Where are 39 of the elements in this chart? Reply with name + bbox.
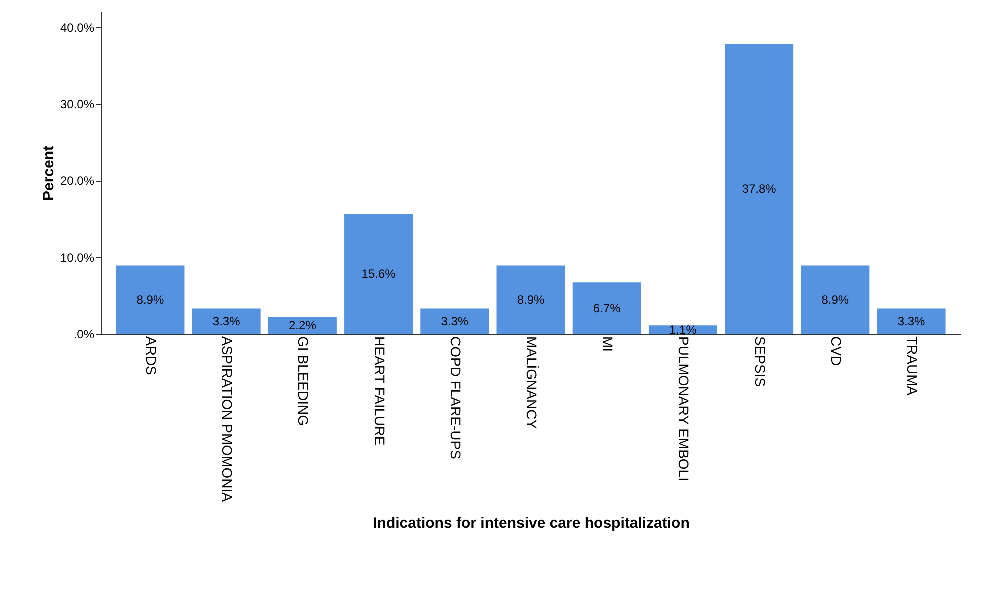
bar — [116, 266, 185, 334]
data-label: 2.2% — [289, 318, 317, 333]
x-tick-label: GI BLEEDING — [296, 336, 312, 426]
x-tick-label: PULMONARY EMBOLI — [676, 336, 692, 482]
data-label: 8.9% — [517, 292, 545, 307]
data-label: 15.6% — [362, 267, 396, 282]
x-axis-title: Indications for intensive care hospitalization — [373, 514, 690, 532]
x-tick-label: CVD — [828, 336, 844, 366]
x-tick-label: MI — [600, 336, 616, 352]
y-axis-title: Percent — [40, 146, 58, 202]
data-label: 3.3% — [441, 314, 469, 328]
y-tick-label: 10.0% — [60, 250, 95, 265]
y-tick-label: .0% — [74, 328, 95, 342]
y-tick-label: 40.0% — [60, 20, 95, 35]
bar — [496, 266, 566, 334]
data-label: 37.8% — [742, 182, 777, 196]
x-tick-label: ASPIRATION PMOMONIA — [220, 336, 236, 503]
x-tick-label: HEART FAILURE — [372, 336, 388, 446]
bar — [192, 308, 261, 334]
bar — [572, 282, 642, 334]
x-tick-label: SEPSIS — [752, 336, 768, 388]
bar — [877, 308, 946, 334]
y-tick-label: 30.0% — [60, 98, 95, 112]
bar — [420, 308, 490, 334]
data-label: 1.1% — [670, 322, 698, 337]
data-label: 8.9% — [136, 292, 164, 307]
data-label: 8.9% — [822, 292, 850, 307]
data-label: 3.3% — [212, 314, 241, 328]
y-tick-label: 20.0% — [60, 174, 95, 188]
x-tick-label: COPD FLARE-UPS — [448, 336, 464, 460]
x-tick-label: MALİGNANCY — [524, 336, 540, 430]
bar — [725, 44, 794, 334]
bar — [801, 266, 870, 334]
data-label: 3.3% — [898, 314, 926, 328]
bar — [344, 214, 414, 334]
x-tick-label: TRAUMA — [904, 336, 921, 396]
data-label: 6.7% — [593, 301, 622, 316]
bar — [268, 317, 337, 334]
x-tick-label: ARDS — [143, 336, 160, 376]
